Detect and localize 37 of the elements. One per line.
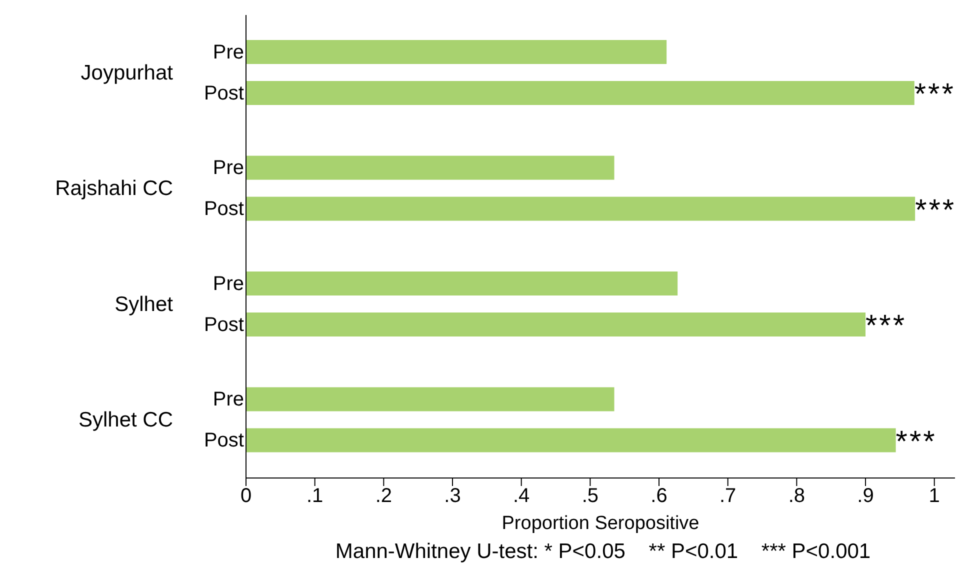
bar <box>246 81 914 105</box>
bar <box>246 40 667 64</box>
annotation: *** <box>896 425 937 458</box>
bar <box>246 387 614 412</box>
x-tick-label: .5 <box>582 485 599 508</box>
annotation: *** <box>915 194 956 227</box>
text: Pre <box>212 272 244 295</box>
x-tick-label: .8 <box>788 485 806 508</box>
annotation: *** <box>914 78 956 111</box>
bar <box>246 428 896 452</box>
x-tick-label: 0 <box>240 485 252 508</box>
annotation: *** <box>866 310 907 342</box>
y-tick-label: Rajshahi CC <box>55 177 173 200</box>
bar <box>246 196 916 221</box>
series-label: Pre <box>212 41 244 64</box>
y-tick-label: Joypurhat <box>80 61 174 84</box>
bar <box>246 312 866 336</box>
x-tick-label: 1 <box>928 485 940 508</box>
text: Pre <box>212 388 244 411</box>
x-tick-label: .1 <box>306 485 324 508</box>
x-tick-label: .6 <box>650 485 668 508</box>
y-tick-label: Sylhet CC <box>78 408 173 432</box>
text: Post <box>204 430 244 452</box>
text: Mann-Whitney U-test: * P<0.05 ** P<0.01 *** P<0.001 <box>334 540 872 564</box>
x-tick-label: .2 <box>375 485 392 508</box>
x-tick-label: .9 <box>857 485 874 508</box>
bar <box>246 156 614 180</box>
x-tick-label: .3 <box>444 485 461 508</box>
bar <box>246 272 678 296</box>
x-axis-title: Proportion Seropositive <box>500 513 700 535</box>
y-tick-label: Sylhet <box>114 292 174 316</box>
text: Pre <box>212 157 244 180</box>
text: Post <box>204 198 244 220</box>
x-tick-label: .7 <box>720 485 736 508</box>
series-label: Post <box>204 82 244 104</box>
text: Post <box>204 314 244 336</box>
x-tick-label: .4 <box>512 485 530 508</box>
